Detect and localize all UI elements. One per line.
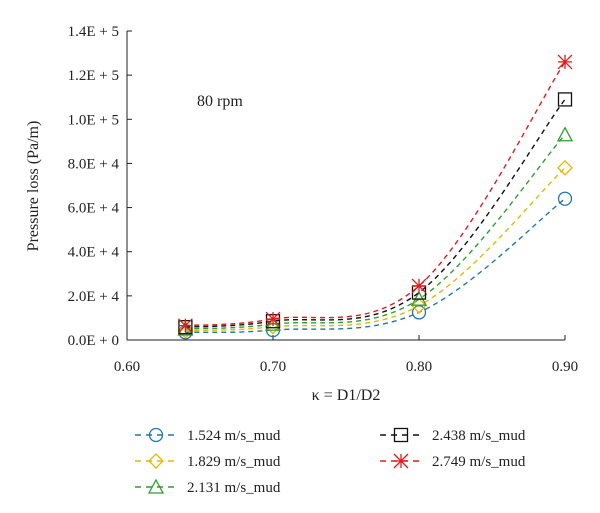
x-tick-label: 0.80	[406, 359, 432, 375]
y-tick-label: 8.0E + 4	[68, 156, 120, 172]
legend-marker	[147, 478, 165, 494]
y-tick-label: 1.4E + 5	[68, 24, 119, 40]
series-line	[185, 198, 566, 334]
y-tick-label: 1.0E + 5	[68, 112, 119, 128]
legend-label: 2.749 m/s_mud	[432, 454, 526, 470]
legend-item: 2.749 m/s_mud	[380, 453, 526, 470]
legend-item: 2.438 m/s_mud	[380, 427, 526, 444]
legend-marker	[148, 427, 164, 443]
series-1	[178, 191, 573, 340]
series-3	[177, 126, 574, 336]
legend-item: 2.131 m/s_mud	[135, 478, 281, 496]
data-point	[557, 159, 573, 176]
data-point	[556, 126, 574, 142]
annotation-rpm: 80 rpm	[197, 93, 243, 110]
series-5	[177, 54, 573, 334]
data-point	[177, 318, 193, 334]
x-tick-label: 0.90	[552, 359, 578, 375]
data-point	[411, 278, 427, 294]
series-line	[185, 61, 566, 327]
series-line	[185, 98, 566, 328]
series-line	[185, 167, 566, 332]
y-tick-label: 0.0E + 0	[68, 333, 119, 349]
data-point	[557, 92, 573, 107]
y-axis-ticks: 0.0E + 0 2.0E + 4 4.0E + 4 6.0E + 4 8.0E + 4…	[68, 24, 132, 349]
x-tick-label: 0.70	[260, 359, 286, 375]
data-point	[411, 297, 427, 314]
data-point	[265, 311, 281, 327]
legend-label: 1.524 m/s_mud	[187, 428, 281, 444]
y-tick-label: 1.2E + 5	[68, 68, 119, 84]
data-point	[557, 54, 573, 70]
legend-label: 2.438 m/s_mud	[432, 428, 526, 444]
y-axis-title: Pressure loss (Pa/m)	[25, 121, 42, 252]
series-layer	[177, 54, 574, 340]
x-tick-label: 0.60	[114, 359, 140, 375]
data-point	[557, 191, 573, 206]
y-tick-label: 4.0E + 4	[68, 245, 120, 261]
data-point	[264, 315, 282, 331]
legend-marker	[393, 453, 409, 469]
legend-marker	[393, 427, 409, 443]
legend: 1.524 m/s_mud 1.829 m/s_mud 2.131 m/s_mud 2…	[135, 427, 526, 496]
series-4	[178, 92, 573, 335]
legend-label: 2.131 m/s_mud	[187, 480, 281, 496]
y-tick-label: 6.0E + 4	[68, 201, 120, 217]
x-axis-title: κ = D1/D2	[312, 387, 381, 404]
x-axis-ticks: 0.60 0.70 0.80 0.90	[114, 335, 578, 375]
y-tick-label: 2.0E + 4	[68, 289, 120, 305]
legend-item: 1.524 m/s_mud	[135, 427, 281, 444]
series-line	[185, 134, 566, 330]
legend-label: 1.829 m/s_mud	[187, 454, 281, 470]
legend-marker	[148, 453, 164, 469]
legend-item: 1.829 m/s_mud	[135, 453, 281, 470]
